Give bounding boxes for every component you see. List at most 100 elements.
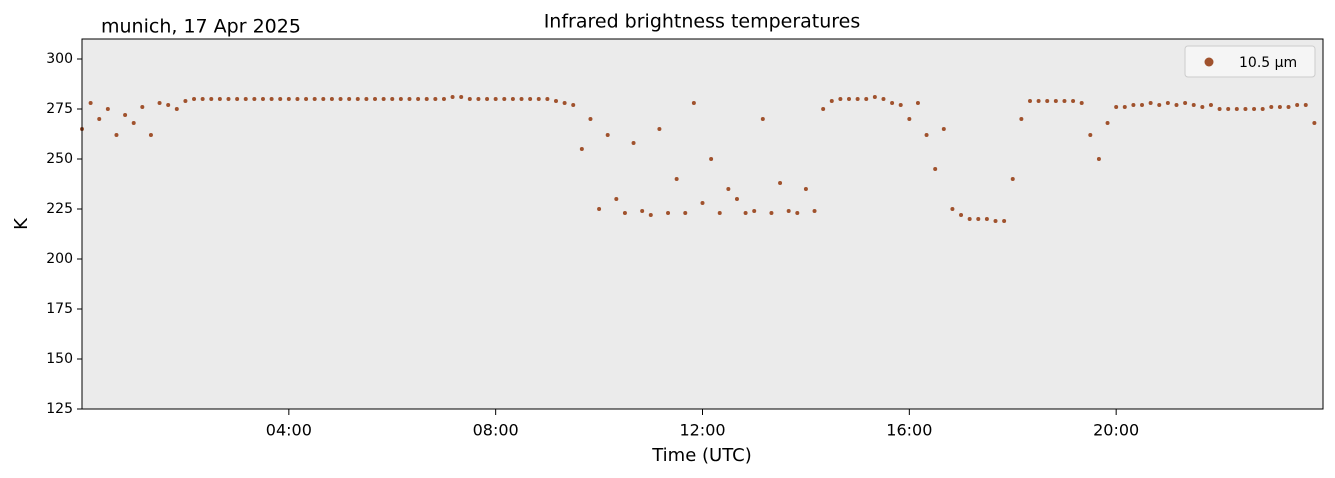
y-tick-label: 150	[46, 351, 73, 367]
point	[717, 211, 722, 215]
point	[864, 97, 869, 101]
point	[1157, 103, 1162, 107]
point	[691, 101, 696, 105]
point	[1114, 105, 1119, 109]
point	[304, 97, 309, 101]
point	[528, 97, 533, 101]
point	[1079, 101, 1084, 105]
point	[381, 97, 386, 101]
point	[433, 97, 438, 101]
point	[1200, 105, 1205, 109]
y-tick-label: 300	[46, 51, 73, 67]
y-tick-label: 200	[46, 251, 73, 267]
point	[562, 101, 567, 105]
y-tick-label: 250	[46, 151, 73, 167]
point	[1217, 107, 1222, 111]
point	[795, 211, 800, 215]
point	[485, 97, 490, 101]
point	[183, 99, 188, 103]
point	[881, 97, 886, 101]
point	[329, 97, 334, 101]
point	[898, 103, 903, 107]
point	[295, 97, 300, 101]
point	[683, 211, 688, 215]
point	[235, 97, 240, 101]
point	[1226, 107, 1231, 111]
point	[976, 217, 981, 221]
point	[579, 147, 584, 151]
point	[493, 97, 498, 101]
legend-box	[1184, 45, 1316, 78]
point	[967, 217, 972, 221]
point	[1183, 101, 1188, 105]
point	[786, 209, 791, 213]
point	[907, 117, 912, 121]
point	[657, 127, 662, 131]
point	[502, 97, 507, 101]
x-tick-label: 16:00	[886, 421, 932, 440]
point	[1131, 103, 1136, 107]
point	[166, 103, 171, 107]
point	[1062, 99, 1067, 103]
point	[200, 97, 205, 101]
point	[915, 101, 920, 105]
point	[338, 97, 343, 101]
point	[941, 127, 946, 131]
point	[1122, 105, 1127, 109]
point	[709, 157, 714, 161]
point	[123, 113, 128, 117]
legend-marker	[1204, 57, 1214, 67]
point	[217, 97, 222, 101]
y-tick-label: 275	[46, 101, 73, 117]
point	[700, 201, 705, 205]
point	[157, 101, 162, 105]
point	[114, 133, 119, 137]
point	[829, 99, 834, 103]
point	[140, 105, 145, 109]
point	[1260, 107, 1265, 111]
point	[855, 97, 860, 101]
point	[364, 97, 369, 101]
point	[1002, 219, 1007, 223]
point	[1096, 157, 1101, 161]
point	[209, 97, 214, 101]
point	[1243, 107, 1248, 111]
point	[467, 97, 472, 101]
point	[536, 97, 541, 101]
point	[450, 95, 455, 99]
point	[812, 209, 817, 213]
point	[226, 97, 231, 101]
point	[1010, 177, 1015, 181]
point	[674, 177, 679, 181]
point	[390, 97, 395, 101]
point	[1252, 107, 1257, 111]
point	[734, 197, 739, 201]
point	[148, 133, 153, 137]
point	[838, 97, 843, 101]
point	[286, 97, 291, 101]
point	[441, 97, 446, 101]
point	[1277, 105, 1282, 109]
point	[1234, 107, 1239, 111]
point	[1036, 99, 1041, 103]
point	[622, 211, 627, 215]
x-tick-label: 12:00	[679, 421, 725, 440]
point	[933, 167, 938, 171]
point	[1148, 101, 1153, 105]
point	[1269, 105, 1274, 109]
point	[243, 97, 248, 101]
point	[821, 107, 826, 111]
point	[131, 121, 136, 125]
point	[174, 107, 179, 111]
point	[459, 95, 464, 99]
point	[614, 197, 619, 201]
point	[1191, 103, 1196, 107]
point	[373, 97, 378, 101]
point	[1140, 103, 1145, 107]
point	[252, 97, 257, 101]
point	[1165, 101, 1170, 105]
point	[269, 97, 274, 101]
point	[743, 211, 748, 215]
point	[476, 97, 481, 101]
